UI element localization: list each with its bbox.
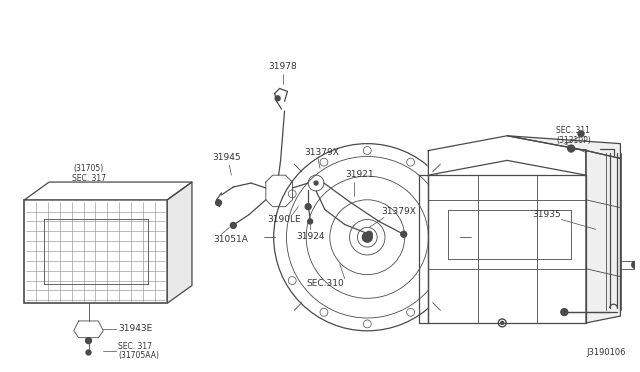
Text: 31379X: 31379X [381, 207, 416, 216]
Circle shape [216, 200, 221, 206]
Polygon shape [167, 182, 192, 303]
Circle shape [578, 131, 584, 137]
Polygon shape [586, 151, 620, 323]
Circle shape [305, 204, 311, 210]
Text: (31705AA): (31705AA) [118, 351, 159, 360]
Circle shape [275, 96, 280, 101]
Circle shape [86, 350, 91, 355]
Text: 31943E: 31943E [118, 324, 152, 333]
Polygon shape [428, 136, 586, 175]
Circle shape [401, 231, 406, 237]
Circle shape [632, 262, 639, 268]
Text: SEC.310: SEC.310 [306, 279, 344, 288]
Text: 31921: 31921 [345, 170, 374, 179]
Text: SEC. 311: SEC. 311 [556, 126, 590, 135]
FancyBboxPatch shape [24, 200, 167, 303]
Circle shape [230, 222, 236, 228]
Text: 31379X: 31379X [305, 148, 339, 157]
Text: 31051A: 31051A [214, 235, 248, 244]
Text: 31978: 31978 [268, 62, 297, 71]
Text: J3190106: J3190106 [586, 348, 625, 357]
Text: SEC. 317: SEC. 317 [118, 342, 152, 351]
Circle shape [366, 231, 372, 237]
Circle shape [362, 232, 372, 242]
Text: SEC. 317: SEC. 317 [72, 174, 106, 183]
Circle shape [500, 321, 504, 324]
Polygon shape [507, 136, 620, 158]
Text: (31705): (31705) [74, 164, 104, 173]
Text: 31924: 31924 [296, 232, 324, 241]
Polygon shape [24, 182, 192, 200]
Circle shape [86, 338, 92, 344]
Text: 31945: 31945 [212, 153, 241, 162]
Text: (31310P): (31310P) [556, 136, 591, 145]
Circle shape [314, 181, 318, 185]
Circle shape [568, 145, 575, 152]
Text: 3190LE: 3190LE [268, 215, 301, 224]
Circle shape [308, 219, 312, 224]
Text: 31935: 31935 [532, 210, 561, 219]
Polygon shape [428, 175, 586, 323]
Circle shape [561, 309, 568, 315]
